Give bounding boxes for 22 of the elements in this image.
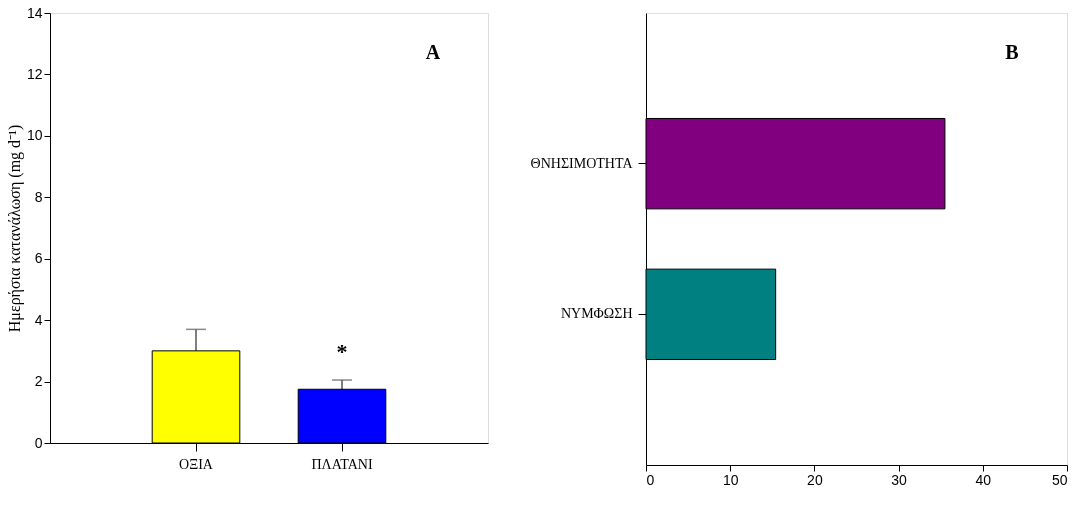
x-tick-label: 40 — [975, 471, 992, 488]
y-tick-label: 10 — [26, 127, 43, 144]
y-tick-label: 0 — [34, 434, 43, 451]
x-tick-label: 30 — [891, 471, 908, 488]
x-tick-label: 20 — [807, 471, 823, 488]
y-tick-label: 6 — [34, 250, 43, 267]
y-axis-title: Ημερήσια κατανάλωση (mg d⁻¹) — [5, 124, 24, 333]
x-tick-label: 0 — [646, 471, 655, 488]
y-tick-label: 12 — [26, 65, 43, 82]
x-tick-label: ΟΞΙΑ — [179, 456, 214, 472]
y-tick-label: 8 — [34, 188, 43, 205]
y-tick-label: 4 — [34, 311, 43, 328]
annotation: A — [425, 41, 441, 63]
y-tick-label: ΘΝΗΣΙΜΟΤΗΤΑ — [530, 155, 634, 171]
x-tick-label: ΠΛΑΤΑΝΙ — [311, 456, 373, 472]
x-tick-label: 10 — [722, 471, 739, 488]
annotation: B — [1005, 41, 1019, 63]
y-tick-label: 14 — [26, 4, 43, 21]
annotation: * — [336, 339, 348, 365]
y-tick-label: 2 — [34, 373, 43, 390]
x-tick-label: 50 — [1051, 471, 1068, 488]
y-tick-label: ΝΥΜΦΩΣΗ — [560, 306, 633, 322]
